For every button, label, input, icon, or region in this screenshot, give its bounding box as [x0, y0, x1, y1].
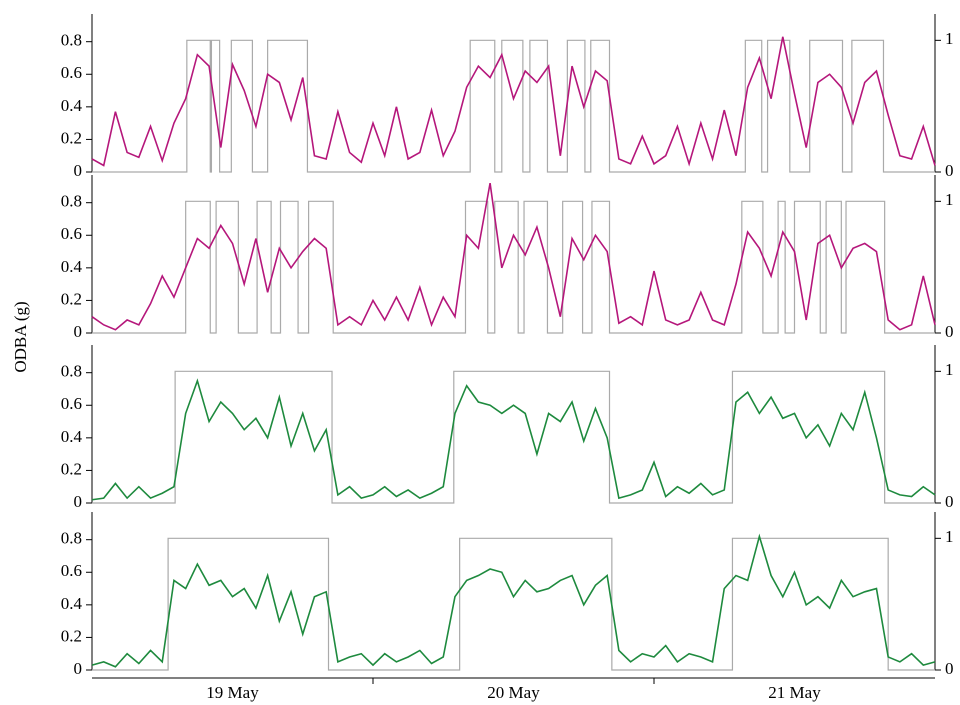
state-step — [92, 370, 935, 504]
y-tick-label: 0 — [74, 492, 83, 511]
y2-tick-label: 1 — [945, 29, 954, 48]
odba-line — [91, 378, 936, 501]
y-tick-label: 0 — [74, 659, 83, 678]
state-step — [92, 200, 935, 334]
y-axis-label: ODBA (g) — [11, 301, 30, 372]
y2-tick-label: 0 — [945, 492, 954, 511]
y2-tick-label: 1 — [945, 360, 954, 379]
y2-tick-label: 0 — [945, 161, 954, 180]
y2-tick-label: 0 — [945, 659, 954, 678]
y2-tick-label: 1 — [945, 527, 954, 546]
y-tick-label: 0.8 — [61, 192, 82, 211]
odba-line — [91, 533, 936, 668]
y-tick-label: 0.6 — [61, 394, 82, 413]
x-tick-label: 19 May — [206, 683, 259, 702]
y-tick-label: 0.8 — [61, 31, 82, 50]
state-step — [92, 537, 935, 671]
y-tick-label: 0.2 — [61, 626, 82, 645]
y-tick-label: 0.4 — [61, 96, 83, 115]
y-tick-label: 0.6 — [61, 561, 82, 580]
y-tick-label: 0.6 — [61, 224, 82, 243]
y-tick-label: 0.8 — [61, 529, 82, 548]
y-tick-label: 0.6 — [61, 63, 82, 82]
odba-line — [91, 183, 936, 331]
y-tick-label: 0 — [74, 161, 83, 180]
y-tick-label: 0.4 — [61, 427, 83, 446]
y2-tick-label: 1 — [945, 190, 954, 209]
y2-tick-label: 0 — [945, 322, 954, 341]
x-tick-label: 21 May — [768, 683, 821, 702]
y-tick-label: 0.2 — [61, 459, 82, 478]
odba-line — [91, 36, 936, 167]
y-tick-label: 0.8 — [61, 362, 82, 381]
y-tick-label: 0.2 — [61, 128, 82, 147]
state-step — [92, 39, 935, 173]
x-tick-label: 20 May — [487, 683, 540, 702]
y-tick-label: 0 — [74, 322, 83, 341]
y-tick-label: 0.4 — [61, 594, 83, 613]
y-tick-label: 0.4 — [61, 257, 83, 276]
y-tick-label: 0.2 — [61, 289, 82, 308]
